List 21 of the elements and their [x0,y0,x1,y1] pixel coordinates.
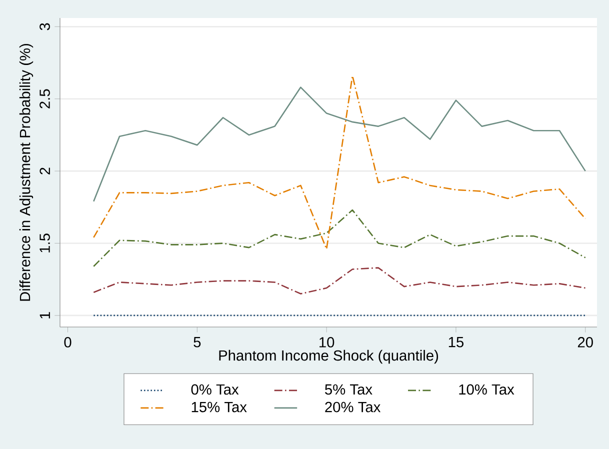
line-series [92,86,586,202]
legend-label: 5% Tax [325,384,372,395]
legend-label: 0% Tax [191,384,239,395]
y-tick-label: 1.5 [40,234,50,252]
y-tick-label: 2 [40,168,50,174]
line-series [92,209,586,268]
x-tick-label: 0 [64,337,72,348]
line-series [92,75,586,250]
x-tick-label: 15 [448,337,464,348]
legend-label: 10% Tax [459,384,514,395]
legend-label: 20% Tax [325,402,381,412]
y-tick-label: 1 [40,312,50,318]
y-axis-title: Difference in Adjustment Probability (%) [19,44,34,301]
y-tick-label: 2.5 [40,89,50,108]
x-tick-label: 5 [194,337,201,348]
x-tick-label: 10 [320,337,334,348]
legend-label: 15% Tax [192,402,247,412]
line-series [92,267,586,294]
y-tick-label: 3 [40,23,50,30]
x-axis-title: Phantom Income Shock (quantile) [219,350,438,364]
x-tick-label: 20 [578,337,593,348]
